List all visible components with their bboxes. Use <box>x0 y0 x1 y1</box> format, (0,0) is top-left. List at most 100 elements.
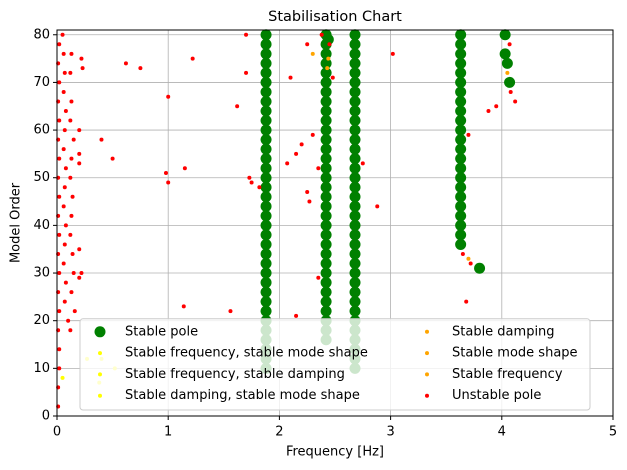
point <box>455 210 467 222</box>
point <box>349 267 361 279</box>
point <box>494 104 499 109</box>
point <box>62 128 67 133</box>
point <box>349 143 361 155</box>
point <box>349 48 361 60</box>
point <box>257 185 262 190</box>
point <box>166 180 171 185</box>
point <box>349 200 361 212</box>
point <box>69 213 74 218</box>
point <box>71 137 76 142</box>
point <box>62 242 67 247</box>
legend-label: Stable pole <box>125 324 198 339</box>
point <box>349 248 361 260</box>
point <box>455 229 467 241</box>
point <box>320 95 332 107</box>
point <box>69 156 74 161</box>
point <box>455 172 467 184</box>
point <box>455 162 467 174</box>
point <box>57 118 62 123</box>
point <box>260 38 272 50</box>
point <box>499 48 511 60</box>
point <box>455 76 467 88</box>
legend-marker <box>98 351 102 356</box>
point <box>166 94 171 99</box>
y-tick-label: 10 <box>33 361 50 376</box>
point <box>69 51 74 56</box>
point <box>69 99 74 104</box>
point <box>260 29 272 41</box>
point <box>60 32 65 37</box>
point <box>68 232 73 237</box>
plot-frame <box>56 29 614 417</box>
point <box>260 172 272 184</box>
point <box>320 143 332 155</box>
x-tick-label: 1 <box>164 425 172 440</box>
point <box>325 66 330 71</box>
point <box>349 286 361 298</box>
legend: Stable pole Stable frequency, stable mode… <box>79 318 591 411</box>
point <box>138 66 143 71</box>
point <box>260 143 272 155</box>
point <box>77 275 82 280</box>
point <box>320 162 332 174</box>
x-tick-label: 3 <box>386 425 394 440</box>
point <box>320 210 332 222</box>
point <box>320 258 332 270</box>
point <box>349 305 361 317</box>
legend-label: Stable frequency <box>452 367 563 382</box>
point <box>260 248 272 260</box>
point <box>330 75 335 80</box>
y-tick-label: 60 <box>33 123 50 138</box>
point <box>316 275 321 280</box>
point <box>504 76 516 88</box>
point <box>349 134 361 146</box>
point <box>57 232 62 237</box>
point <box>320 181 332 193</box>
point <box>466 132 471 137</box>
point <box>320 48 332 60</box>
point <box>99 137 104 142</box>
point <box>260 67 272 79</box>
point <box>327 42 332 47</box>
x-tick-label: 5 <box>609 425 617 440</box>
point <box>288 75 293 80</box>
point <box>349 219 361 231</box>
point <box>228 309 233 314</box>
point <box>349 67 361 79</box>
legend-label: Stable damping, stable mode shape <box>125 388 360 403</box>
point <box>349 153 361 165</box>
point <box>320 86 332 98</box>
legend-box <box>79 318 591 411</box>
point <box>244 32 249 37</box>
legend-label: Stable frequency, stable mode shape <box>125 346 368 361</box>
point <box>320 76 332 88</box>
point <box>62 299 67 304</box>
point <box>349 76 361 88</box>
point <box>260 296 272 308</box>
point <box>63 223 68 228</box>
point <box>68 175 73 180</box>
point <box>77 247 82 252</box>
point <box>455 134 467 146</box>
point <box>80 66 85 71</box>
point <box>349 181 361 193</box>
point <box>326 56 331 61</box>
series <box>56 32 518 409</box>
point <box>320 296 332 308</box>
point <box>455 57 467 69</box>
point <box>260 181 272 193</box>
point <box>307 199 312 204</box>
point <box>455 153 467 165</box>
point <box>57 194 62 199</box>
point <box>455 219 467 231</box>
point <box>260 229 272 241</box>
point <box>79 271 84 276</box>
x-tick-label: 0 <box>53 425 61 440</box>
point <box>360 161 365 166</box>
point <box>316 166 321 171</box>
legend-marker <box>94 326 106 338</box>
point <box>349 162 361 174</box>
point <box>507 42 512 47</box>
point <box>466 256 471 261</box>
point <box>57 366 62 371</box>
